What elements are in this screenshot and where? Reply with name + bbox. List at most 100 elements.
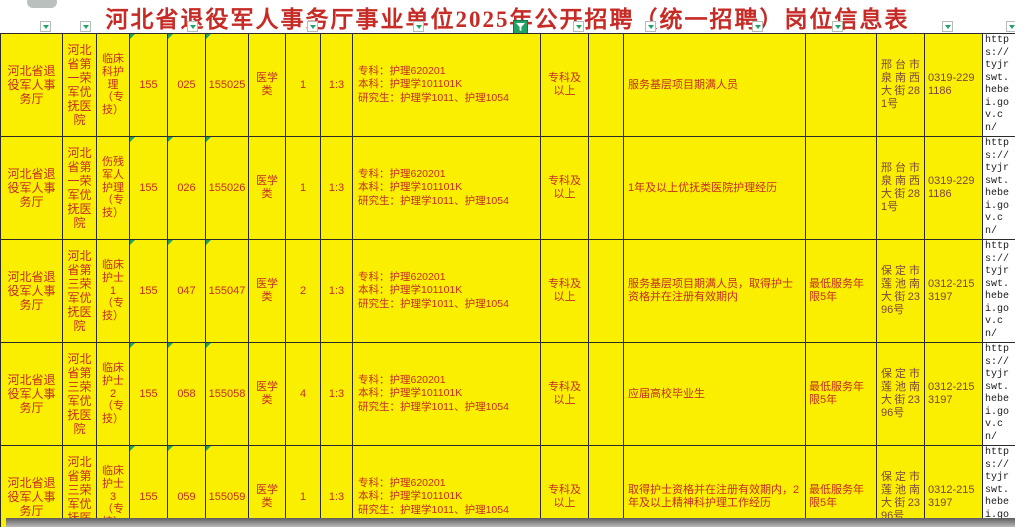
cell-category[interactable]: 医学类 [248,342,286,446]
cell-blank[interactable] [588,136,624,240]
positions-table: 河北省退役军人事务厅 河北省第一荣军优抚医院 临床科护理（专技） 155 025 1550… [0,33,1016,527]
cell-ratio[interactable]: 1:3 [320,239,353,343]
cell-service-note[interactable]: 最低服务年限5年 [805,342,877,446]
cell-majors[interactable]: 专科：护理620201 本科：护理学101101K 研究生：护理学1011、护理… [352,445,541,527]
cell-ratio[interactable]: 1:3 [320,445,353,527]
cell-category[interactable]: 医学类 [248,239,286,343]
cell-post-code[interactable]: 047 [167,239,206,343]
cell-post-code[interactable]: 025 [167,33,206,137]
cell-job-code[interactable]: 155047 [205,239,249,343]
cell-unit-code[interactable]: 155 [129,33,168,137]
cell-education[interactable]: 专科及以上 [540,342,589,446]
cell-address[interactable]: 邢台市泉南西大街281号 [876,33,925,137]
cell-position[interactable]: 临床护士2（专技） [96,342,130,446]
cell-dept[interactable]: 河北省退役军人事务厅 [0,33,63,137]
cell-phone[interactable]: 0312-2153197 [924,342,983,446]
cell-address[interactable]: 邢台市泉南西大街281号 [876,136,925,240]
cell-category[interactable]: 医学类 [248,445,286,527]
cell-education[interactable]: 专科及以上 [540,136,589,240]
cell-service-note[interactable]: 最低服务年限5年 [805,239,877,343]
cell-ratio[interactable]: 1:3 [320,342,353,446]
cell-unit-code[interactable]: 155 [129,239,168,343]
cell-dept[interactable]: 河北省退役军人事务厅 [0,239,63,343]
filter-dropdown-icon[interactable] [645,21,656,32]
cell-service-note[interactable]: 最低服务年限5年 [805,445,877,527]
cell-other-requirements[interactable]: 应届高校毕业生 [623,342,806,446]
cell-position[interactable]: 临床护士3（专技） [96,445,130,527]
filter-dropdown-icon[interactable] [307,21,318,32]
filter-dropdown-icon[interactable] [573,21,584,32]
cell-service-note[interactable] [805,136,877,240]
cell-blank[interactable] [588,342,624,446]
cell-blank[interactable] [588,445,624,527]
cell-openings[interactable]: 1 [285,136,321,240]
cell-dept[interactable]: 河北省退役军人事务厅 [0,342,63,446]
cell-blank[interactable] [588,33,624,137]
green-corner-flag-icon [206,446,211,451]
cell-unit[interactable]: 河北省第三荣军优抚医院 [62,342,97,446]
cell-website[interactable]: https://tyjrswt.hebei.gov.cn/ [982,445,1016,527]
cell-post-code[interactable]: 058 [167,342,206,446]
cell-unit[interactable]: 河北省第三荣军优抚医院 [62,445,97,527]
cell-openings[interactable]: 2 [285,239,321,343]
cell-education[interactable]: 专科及以上 [540,239,589,343]
cell-other-requirements[interactable]: 1年及以上优抚类医院护理经历 [623,136,806,240]
cell-website[interactable]: https://tyjrswt.hebei.gov.cn/ [982,33,1016,137]
cell-position[interactable]: 临床护士1（专技） [96,239,130,343]
cell-job-code[interactable]: 155059 [205,445,249,527]
cell-post-code[interactable]: 059 [167,445,206,527]
cell-category[interactable]: 医学类 [248,136,286,240]
cell-position[interactable]: 伤残军人护理（专技） [96,136,130,240]
cell-ratio[interactable]: 1:3 [320,33,353,137]
cell-service-note[interactable] [805,33,877,137]
cell-unit-code[interactable]: 155 [129,445,168,527]
cell-openings[interactable]: 1 [285,445,321,527]
cell-other-requirements[interactable]: 服务基层项目期满人员，取得护士资格并在注册有效期内 [623,239,806,343]
cell-blank[interactable] [588,239,624,343]
cell-post-code[interactable]: 026 [167,136,206,240]
cell-job-code[interactable]: 155026 [205,136,249,240]
cell-majors[interactable]: 专科：护理620201 本科：护理学101101K 研究生：护理学1011、护理… [352,136,541,240]
cell-website[interactable]: https://tyjrswt.hebei.gov.cn/ [982,342,1016,446]
cell-job-code[interactable]: 155058 [205,342,249,446]
cell-education[interactable]: 专科及以上 [540,445,589,527]
filter-dropdown-icon[interactable] [80,21,91,32]
cell-other-requirements[interactable]: 取得护士资格并在注册有效期内，2年及以上精神科护理工作经历 [623,445,806,527]
cell-job-code[interactable]: 155025 [205,33,249,137]
cell-dept[interactable]: 河北省退役军人事务厅 [0,445,63,527]
cell-unit[interactable]: 河北省第三荣军优抚医院 [62,239,97,343]
green-corner-flag-icon [206,34,211,39]
cell-position[interactable]: 临床科护理（专技） [96,33,130,137]
cell-dept[interactable]: 河北省退役军人事务厅 [0,136,63,240]
cell-category[interactable]: 医学类 [248,33,286,137]
cell-address[interactable]: 保定市莲池南大街2396号 [876,342,925,446]
cell-other-requirements[interactable]: 服务基层项目期满人员 [623,33,806,137]
cell-unit[interactable]: 河北省第一荣军优抚医院 [62,136,97,240]
cell-unit-code[interactable]: 155 [129,136,168,240]
cell-openings[interactable]: 1 [285,33,321,137]
cell-website[interactable]: https://tyjrswt.hebei.gov.cn/ [982,239,1016,343]
filter-dropdown-icon[interactable] [413,21,424,32]
cell-website[interactable]: https://tyjrswt.hebei.gov.cn/ [982,136,1016,240]
cell-majors[interactable]: 专科：护理620201 本科：护理学101101K 研究生：护理学1011、护理… [352,342,541,446]
cell-unit-code[interactable]: 155 [129,342,168,446]
filter-dropdown-icon[interactable] [832,21,843,32]
cell-education[interactable]: 专科及以上 [540,33,589,137]
cell-phone[interactable]: 0312-2153197 [924,445,983,527]
cell-phone[interactable]: 0312-2153197 [924,239,983,343]
cell-address[interactable]: 保定市莲池南大街2396号 [876,239,925,343]
cell-phone[interactable]: 0319-2291186 [924,33,983,137]
filter-dropdown-icon[interactable] [752,21,763,32]
cell-phone[interactable]: 0319-2291186 [924,136,983,240]
active-filter-funnel-icon[interactable] [513,20,528,34]
cell-openings[interactable]: 4 [285,342,321,446]
cell-unit[interactable]: 河北省第一荣军优抚医院 [62,33,97,137]
green-corner-flag-icon [168,343,173,348]
filter-dropdown-icon[interactable] [40,21,51,32]
cell-address[interactable]: 保定市莲池南大街2396号 [876,445,925,527]
cell-ratio[interactable]: 1:3 [320,136,353,240]
filter-dropdown-icon[interactable] [187,21,198,32]
cell-majors[interactable]: 专科：护理620201 本科：护理学101101K 研究生：护理学1011、护理… [352,239,541,343]
filter-dropdown-icon[interactable] [942,21,953,32]
cell-majors[interactable]: 专科：护理620201 本科：护理学101101K 研究生：护理学1011、护理… [352,33,541,137]
